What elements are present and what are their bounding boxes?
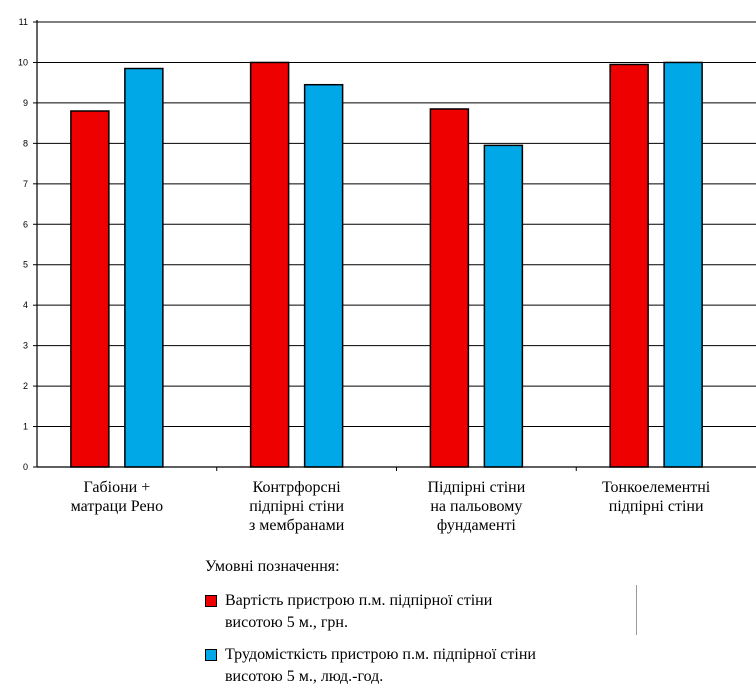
bar-labor <box>483 144 524 468</box>
legend-title: Умовні позначення: <box>205 558 340 575</box>
y-tick-label: 6 <box>23 219 28 229</box>
y-tick-label: 3 <box>23 341 28 351</box>
legend-item-labor-line-2: висотою 5 м., люд.-год. <box>225 668 384 685</box>
legend-item-cost: Вартість пристрою п.м. підпірної стіни в… <box>205 590 725 634</box>
bar-cost <box>609 63 649 468</box>
x-axis-categories: Габіони + матраци Рено Контрфорсні підпірні… <box>71 467 711 534</box>
x-category-label: з мембранами <box>249 517 345 534</box>
divider <box>636 585 637 635</box>
x-category-label: підпірні стіни <box>249 498 344 515</box>
legend-swatch-blue <box>205 649 217 661</box>
x-category-label: підпірні стіни <box>609 498 704 515</box>
x-category-label: на пальовому <box>430 498 522 515</box>
legend: Умовні позначення: Вартість пристрою п.м… <box>205 558 725 698</box>
y-tick-label: 0 <box>23 462 28 472</box>
x-category-label: Підпірні стіни <box>427 479 525 496</box>
legend-item-cost-line-1: Вартість пристрою п.м. підпірної стіни <box>225 592 493 609</box>
y-tick-label: 9 <box>23 98 28 108</box>
y-tick-label: 2 <box>23 381 28 391</box>
x-category-label: Тонкоелементні <box>602 479 711 496</box>
legend-item-labor-line-1: Трудомісткість пристрою п.м. підпірної с… <box>225 646 536 663</box>
bars <box>70 61 703 468</box>
y-tick-label: 11 <box>19 17 28 27</box>
bar-labor <box>303 83 344 468</box>
bar-chart: 0 1 2 3 4 5 6 7 8 9 10 11 Габіони + матраци Рено Конт… <box>18 17 756 534</box>
bar-labor <box>124 67 164 468</box>
x-category-label: Контрфорсні <box>253 479 342 496</box>
bar-cost <box>429 108 470 468</box>
x-category-label: Габіони + <box>84 479 151 496</box>
bar-labor <box>663 61 703 468</box>
y-axis-ticks: 0 1 2 3 4 5 6 7 8 9 10 11 <box>18 17 37 472</box>
bar-cost <box>249 61 290 468</box>
y-tick-label: 8 <box>23 138 28 148</box>
x-category-label: фундаменті <box>437 517 517 534</box>
y-tick-label: 1 <box>23 422 28 432</box>
y-tick-label: 5 <box>23 260 28 270</box>
x-category-label: матраци Рено <box>71 498 163 515</box>
y-tick-label: 7 <box>23 179 28 189</box>
y-tick-label: 4 <box>23 300 28 310</box>
legend-item-labor: Трудомісткість пристрою п.м. підпірної с… <box>205 644 725 688</box>
legend-item-cost-line-2: висотою 5 м., грн. <box>225 614 348 631</box>
legend-swatch-red <box>205 595 217 607</box>
y-tick-label: 10 <box>18 57 28 67</box>
bar-cost <box>70 110 110 468</box>
